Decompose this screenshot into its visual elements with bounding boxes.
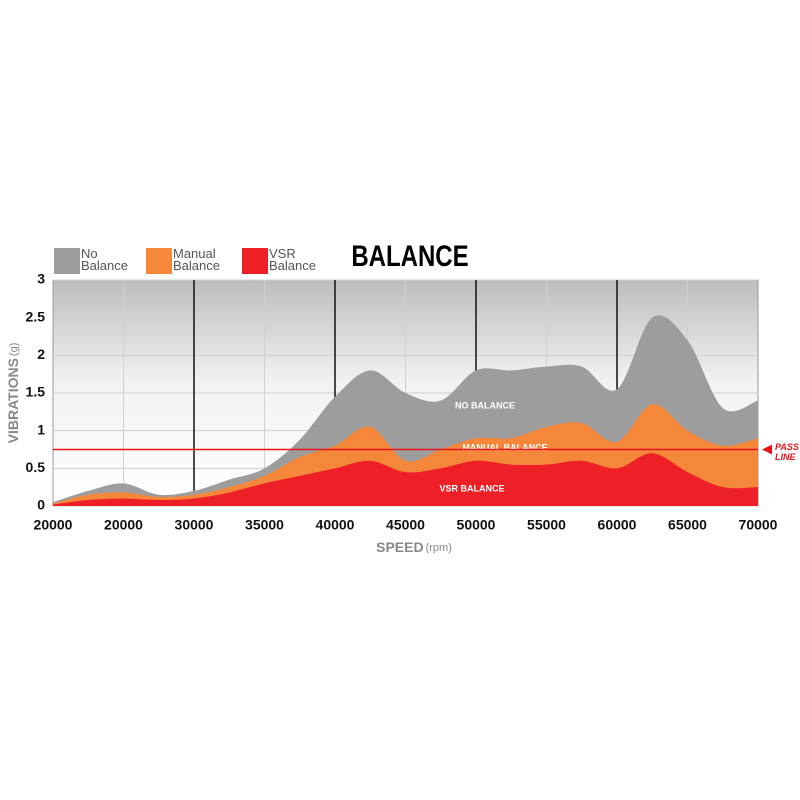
x-tick-label: 20000 [104,517,143,533]
legend-swatch [146,248,172,274]
legend-label: No Balance [81,246,128,273]
area-label: NO BALANCE [455,400,515,410]
y-axis-label: VIBRATIONS [5,358,21,443]
x-tick-label: 65000 [668,517,707,533]
x-tick-label: 55000 [527,517,566,533]
legend-label: Manual Balance [173,246,220,273]
x-tick-label: 50000 [457,517,496,533]
x-axis-title: SPEED (rpm) [376,539,452,555]
y-tick-label: 2 [37,346,45,362]
y-tick-label: 0 [37,497,45,513]
y-axis-title: VIBRATIONS (g) [5,343,21,444]
area-label: MANUAL BALANCE [462,442,547,452]
x-tick-label: 20000 [34,517,73,533]
x-tick-label: 45000 [386,517,425,533]
y-tick-label: 1.5 [26,384,46,400]
area [53,453,758,506]
y-tick-label: 0.5 [26,459,46,475]
y-tick-label: 1 [37,421,45,437]
legend-swatch [54,248,80,274]
x-axis-unit: (rpm) [426,542,452,554]
x-tick-label: 30000 [175,517,214,533]
legend-swatch [242,248,268,274]
y-tick-label: 3 [37,271,45,287]
y-axis-unit: (g) [8,343,20,356]
x-tick-label: 70000 [739,517,778,533]
x-tick-label: 35000 [245,517,284,533]
y-tick-label: 2.5 [26,308,46,324]
area-label: VSR BALANCE [439,483,504,493]
legend-label: VSR Balance [269,246,316,273]
x-tick-label: 40000 [316,517,355,533]
x-axis-label: SPEED [376,539,423,555]
chart-title: BALANCE [351,238,468,272]
x-tick-label: 60000 [598,517,637,533]
pass-line-label: PASS LINE [775,441,799,462]
pass-arrow [762,444,772,455]
